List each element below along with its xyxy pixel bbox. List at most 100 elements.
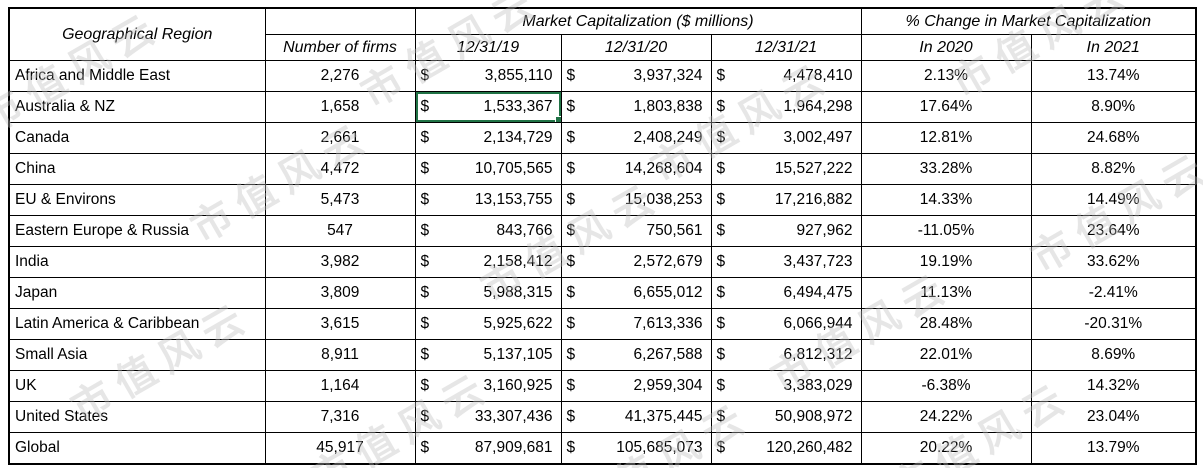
cell-pct-change-2020[interactable]: 33.28% <box>860 153 1032 185</box>
cell-marketcap-2019[interactable]: $5,137,105 <box>414 339 562 371</box>
cell-number-of-firms[interactable]: 4,472 <box>264 153 416 185</box>
cell-pct-change-2020[interactable]: 19.19% <box>860 246 1032 278</box>
cell-pct-change-2021[interactable]: 23.64% <box>1030 215 1197 247</box>
cell-region[interactable]: India <box>8 246 266 278</box>
cell-number-of-firms[interactable]: 3,982 <box>264 246 416 278</box>
cell-pct-change-2020[interactable]: 28.48% <box>860 308 1032 340</box>
cell-marketcap-2020[interactable]: $105,685,073 <box>560 432 712 465</box>
cell-pct-change-2021[interactable]: 8.82% <box>1030 153 1197 185</box>
cell-marketcap-2021[interactable]: $6,812,312 <box>710 339 862 371</box>
cell-marketcap-2019[interactable]: $87,909,681 <box>414 432 562 465</box>
cell-number-of-firms[interactable]: 1,658 <box>264 91 416 123</box>
cell-marketcap-2021[interactable]: $17,216,882 <box>710 184 862 216</box>
cell-marketcap-2020[interactable]: $6,267,588 <box>560 339 712 371</box>
cell-region[interactable]: Small Asia <box>8 339 266 371</box>
cell-pct-change-2021[interactable]: 8.69% <box>1030 339 1197 371</box>
cell-marketcap-2020[interactable]: $41,375,445 <box>560 401 712 433</box>
cell-marketcap-2020[interactable]: $7,613,336 <box>560 308 712 340</box>
cell-number-of-firms[interactable]: 1,164 <box>264 370 416 402</box>
cell-marketcap-2020[interactable]: $2,959,304 <box>560 370 712 402</box>
cell-marketcap-2020[interactable]: $6,655,012 <box>560 277 712 309</box>
cell-region[interactable]: China <box>8 153 266 185</box>
cell-number-of-firms[interactable]: 3,615 <box>264 308 416 340</box>
cell-region[interactable]: Canada <box>8 122 266 154</box>
cell-marketcap-2020[interactable]: $3,937,324 <box>560 60 712 92</box>
header-market-cap-group[interactable]: Market Capitalization ($ millions) <box>414 7 862 35</box>
cell-region[interactable]: EU & Environs <box>8 184 266 216</box>
cell-region[interactable]: Global <box>8 432 266 465</box>
cell-pct-change-2020[interactable]: 22.01% <box>860 339 1032 371</box>
cell-number-of-firms[interactable]: 8,911 <box>264 339 416 371</box>
cell-region[interactable]: Japan <box>8 277 266 309</box>
cell-pct-change-2021[interactable]: 13.79% <box>1030 432 1197 465</box>
cell-marketcap-2019[interactable]: $3,855,110 <box>414 60 562 92</box>
cell-marketcap-2019[interactable]: $3,160,925 <box>414 370 562 402</box>
cell-pct-change-2021[interactable]: -2.41% <box>1030 277 1197 309</box>
cell-number-of-firms[interactable]: 5,473 <box>264 184 416 216</box>
cell-marketcap-2021[interactable]: $3,437,723 <box>710 246 862 278</box>
cell-marketcap-2021[interactable]: $6,066,944 <box>710 308 862 340</box>
cell-marketcap-2020[interactable]: $2,408,249 <box>560 122 712 154</box>
header-in-2021[interactable]: In 2021 <box>1030 34 1197 61</box>
cell-marketcap-2019[interactable]: $2,158,412 <box>414 246 562 278</box>
cell-marketcap-2019[interactable]: $5,925,622 <box>414 308 562 340</box>
cell-pct-change-2021[interactable]: 33.62% <box>1030 246 1197 278</box>
cell-number-of-firms[interactable]: 547 <box>264 215 416 247</box>
cell-marketcap-2019[interactable]: $2,134,729 <box>414 122 562 154</box>
cell-region[interactable]: Latin America & Caribbean <box>8 308 266 340</box>
cell-marketcap-2021[interactable]: $3,383,029 <box>710 370 862 402</box>
cell-number-of-firms[interactable]: 2,661 <box>264 122 416 154</box>
cell-pct-change-2021[interactable]: 23.04% <box>1030 401 1197 433</box>
cell-pct-change-2020[interactable]: 24.22% <box>860 401 1032 433</box>
header-number-of-firms[interactable]: Number of firms <box>264 34 416 61</box>
cell-pct-change-2020[interactable]: 17.64% <box>860 91 1032 123</box>
cell-number-of-firms[interactable]: 7,316 <box>264 401 416 433</box>
cell-pct-change-2020[interactable]: -6.38% <box>860 370 1032 402</box>
cell-pct-change-2021[interactable]: 13.74% <box>1030 60 1197 92</box>
cell-marketcap-2020[interactable]: $750,561 <box>560 215 712 247</box>
cell-pct-change-2020[interactable]: 20.22% <box>860 432 1032 465</box>
cell-marketcap-2021[interactable]: $15,527,222 <box>710 153 862 185</box>
cell-region[interactable]: Eastern Europe & Russia <box>8 215 266 247</box>
header-empty-cell[interactable] <box>264 7 416 35</box>
header-geographical-region[interactable]: Geographical Region <box>8 7 266 61</box>
cell-marketcap-2021[interactable]: $6,494,475 <box>710 277 862 309</box>
cell-marketcap-2020[interactable]: $2,572,679 <box>560 246 712 278</box>
cell-marketcap-2019[interactable]: $1,533,367 <box>414 91 562 123</box>
header-date-2019[interactable]: 12/31/19 <box>414 34 562 61</box>
cell-marketcap-2019[interactable]: $10,705,565 <box>414 153 562 185</box>
cell-region[interactable]: United States <box>8 401 266 433</box>
cell-pct-change-2020[interactable]: 14.33% <box>860 184 1032 216</box>
cell-pct-change-2021[interactable]: -20.31% <box>1030 308 1197 340</box>
cell-marketcap-2021[interactable]: $1,964,298 <box>710 91 862 123</box>
cell-marketcap-2019[interactable]: $5,988,315 <box>414 277 562 309</box>
cell-number-of-firms[interactable]: 3,809 <box>264 277 416 309</box>
cell-region[interactable]: Australia & NZ <box>8 91 266 123</box>
cell-number-of-firms[interactable]: 2,276 <box>264 60 416 92</box>
cell-marketcap-2021[interactable]: $3,002,497 <box>710 122 862 154</box>
cell-marketcap-2021[interactable]: $927,962 <box>710 215 862 247</box>
cell-marketcap-2020[interactable]: $15,038,253 <box>560 184 712 216</box>
cell-pct-change-2021[interactable]: 24.68% <box>1030 122 1197 154</box>
cell-pct-change-2020[interactable]: 12.81% <box>860 122 1032 154</box>
cell-pct-change-2020[interactable]: 2.13% <box>860 60 1032 92</box>
header-date-2021[interactable]: 12/31/21 <box>710 34 862 61</box>
cell-number-of-firms[interactable]: 45,917 <box>264 432 416 465</box>
cell-pct-change-2021[interactable]: 14.49% <box>1030 184 1197 216</box>
cell-marketcap-2021[interactable]: $120,260,482 <box>710 432 862 465</box>
header-pct-change-group[interactable]: % Change in Market Capitalization <box>860 7 1197 35</box>
cell-marketcap-2021[interactable]: $4,478,410 <box>710 60 862 92</box>
cell-marketcap-2020[interactable]: $14,268,604 <box>560 153 712 185</box>
cell-pct-change-2021[interactable]: 14.32% <box>1030 370 1197 402</box>
cell-marketcap-2019[interactable]: $843,766 <box>414 215 562 247</box>
cell-marketcap-2020[interactable]: $1,803,838 <box>560 91 712 123</box>
cell-region[interactable]: Africa and Middle East <box>8 60 266 92</box>
cell-region[interactable]: UK <box>8 370 266 402</box>
cell-marketcap-2019[interactable]: $33,307,436 <box>414 401 562 433</box>
cell-pct-change-2020[interactable]: -11.05% <box>860 215 1032 247</box>
header-in-2020[interactable]: In 2020 <box>860 34 1032 61</box>
cell-marketcap-2021[interactable]: $50,908,972 <box>710 401 862 433</box>
cell-pct-change-2021[interactable]: 8.90% <box>1030 91 1197 123</box>
cell-marketcap-2019[interactable]: $13,153,755 <box>414 184 562 216</box>
header-date-2020[interactable]: 12/31/20 <box>560 34 712 61</box>
